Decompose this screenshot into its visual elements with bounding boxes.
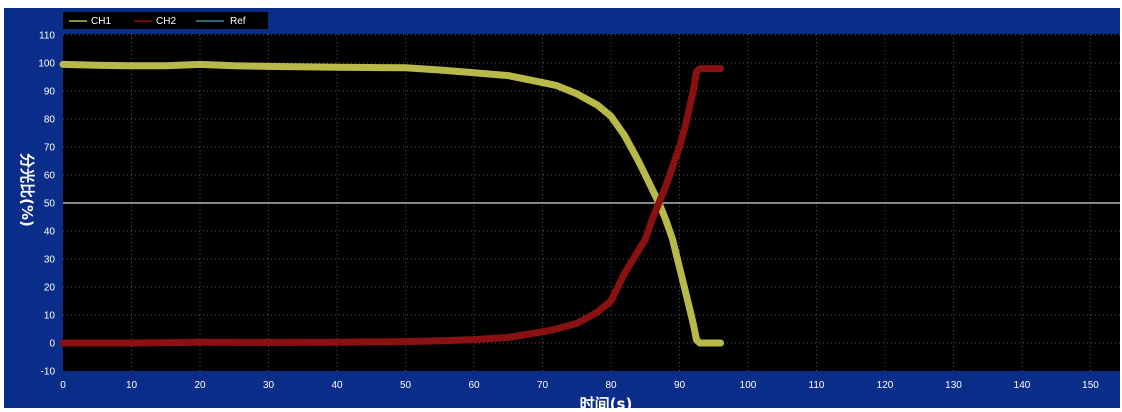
x-axis-title: 时间(s) (580, 395, 633, 412)
y-axis-title: 分光比(%) (18, 153, 36, 227)
y-tick-label: 60 (44, 171, 56, 182)
y-tick-label: 80 (44, 115, 56, 126)
y-tick-label: 50 (44, 199, 56, 210)
x-tick-label: 60 (468, 380, 480, 391)
x-tick-label: 40 (331, 380, 343, 391)
x-tick-label: 130 (945, 380, 962, 391)
x-tick-label: 120 (877, 380, 894, 391)
legend: CH1 CH2 Ref (63, 12, 268, 29)
x-tick-label: 20 (194, 380, 206, 391)
x-tick-label: 10 (126, 380, 138, 391)
y-tick-label: 40 (44, 227, 56, 238)
x-tick-label: 100 (740, 380, 757, 391)
series-line-ch2 (59, 65, 725, 347)
x-tick-label: 140 (1014, 380, 1031, 391)
x-tick-label: 50 (400, 380, 412, 391)
x-tick-label: 110 (809, 380, 825, 391)
y-tick-label: 70 (44, 143, 56, 154)
y-tick-label: 0 (49, 339, 55, 350)
x-tick-label: 150 (1082, 380, 1099, 391)
x-tick-label: 0 (60, 380, 66, 391)
x-tick-label: 80 (605, 380, 617, 391)
x-tick-labels: 0 10 20 30 40 50 60 70 80 90 100 110 120 130 140 150 (60, 380, 1099, 391)
y-tick-label: 100 (38, 59, 55, 70)
x-tick-label: 90 (674, 380, 686, 391)
series-line-ch1 (59, 60, 725, 347)
y-tick-label: 90 (44, 87, 56, 98)
legend-background (63, 12, 268, 29)
legend-label-ref: Ref (230, 16, 246, 27)
legend-label-ch1: CH1 (91, 16, 111, 27)
y-tick-label: 20 (44, 283, 56, 294)
y-tick-label: 110 (39, 31, 55, 42)
y-tick-label: 30 (44, 255, 56, 266)
legend-label-ch2: CH2 (156, 16, 176, 27)
y-tick-label: -10 (41, 367, 56, 378)
x-tick-label: 70 (537, 380, 549, 391)
y-tick-label: 10 (44, 311, 56, 322)
series-group (59, 60, 725, 347)
x-tick-label: 30 (263, 380, 275, 391)
